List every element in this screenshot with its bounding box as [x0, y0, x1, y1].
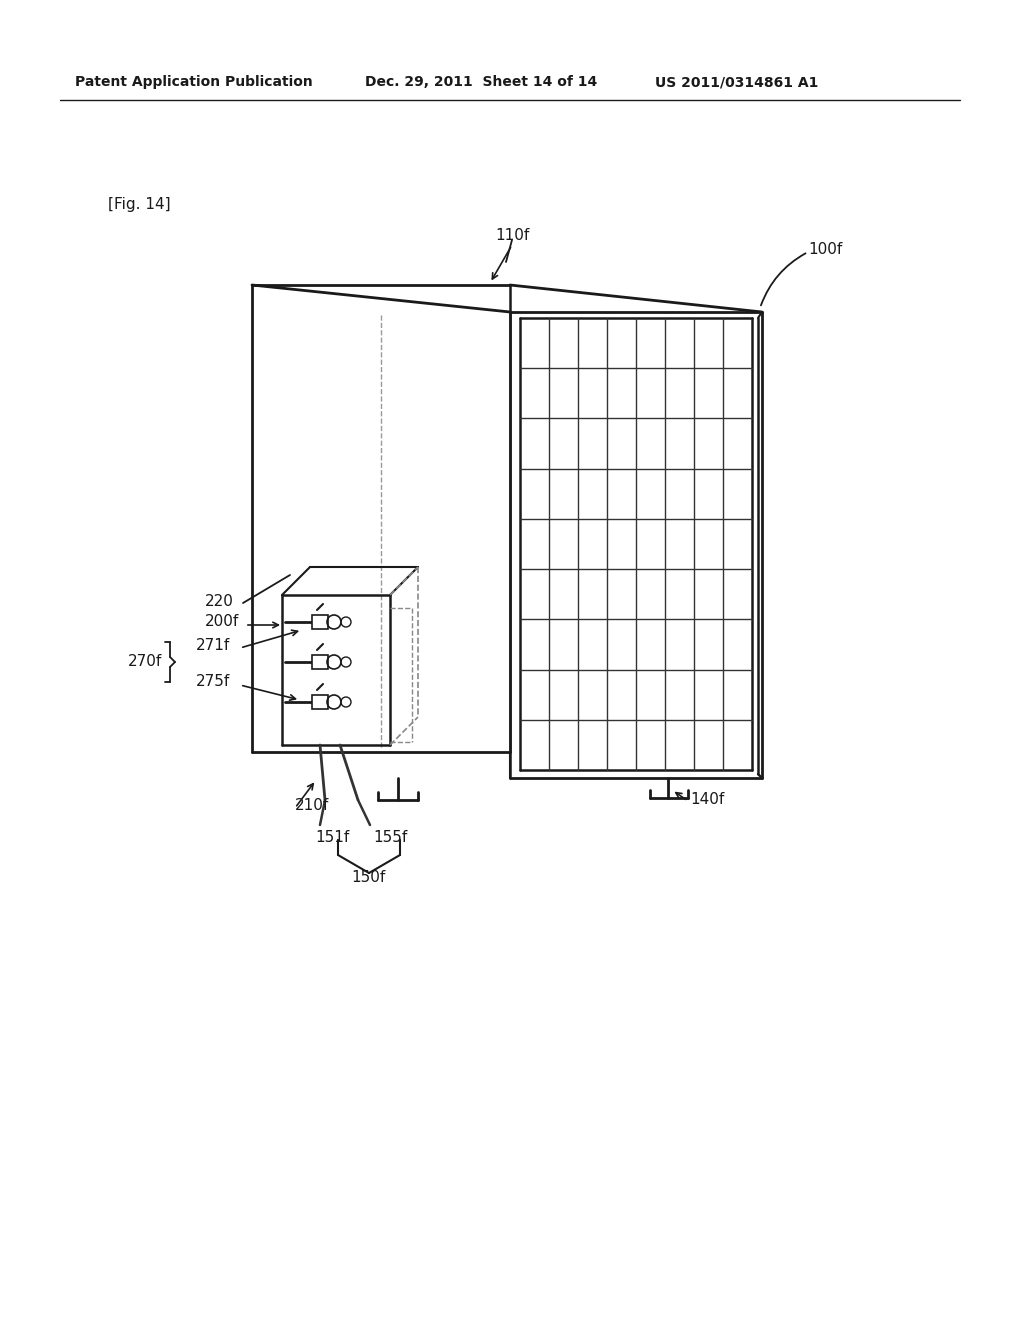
Text: 275f: 275f: [196, 675, 230, 689]
Text: 220: 220: [205, 594, 233, 609]
Text: 110f: 110f: [495, 227, 529, 243]
Text: 150f: 150f: [351, 870, 385, 886]
Text: Dec. 29, 2011  Sheet 14 of 14: Dec. 29, 2011 Sheet 14 of 14: [365, 75, 597, 88]
Text: 270f: 270f: [128, 655, 162, 669]
Bar: [312, 655, 328, 669]
Text: US 2011/0314861 A1: US 2011/0314861 A1: [655, 75, 818, 88]
Text: 200f: 200f: [205, 615, 240, 630]
Text: 100f: 100f: [808, 243, 843, 257]
Bar: [312, 696, 328, 709]
Text: [Fig. 14]: [Fig. 14]: [108, 198, 171, 213]
Text: 140f: 140f: [690, 792, 724, 808]
Text: Patent Application Publication: Patent Application Publication: [75, 75, 312, 88]
Text: 271f: 271f: [196, 638, 230, 652]
Text: 210f: 210f: [295, 797, 330, 813]
Bar: [312, 615, 328, 630]
Text: 151f: 151f: [314, 830, 349, 846]
Text: 155f: 155f: [373, 830, 408, 846]
